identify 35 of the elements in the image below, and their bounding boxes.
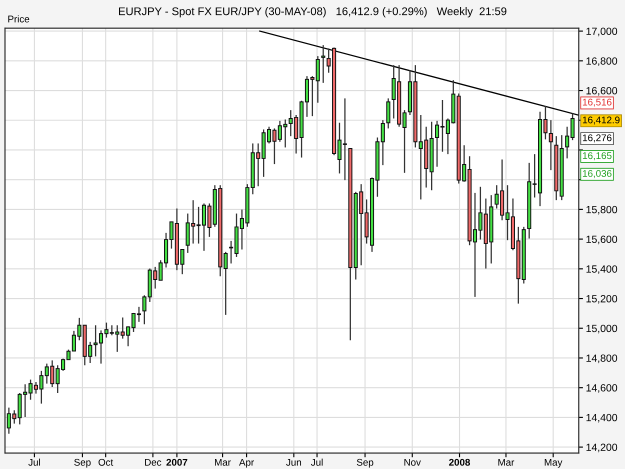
text: 16,165 [582, 152, 612, 160]
text: 16,276 [582, 134, 612, 142]
y-tick-label: 14,800 [586, 354, 618, 364]
text: 16,036 [582, 170, 612, 178]
y-tick-label: 15,200 [586, 295, 618, 304]
x-tick-label: May [544, 458, 562, 468]
x-tick-label: Oct [98, 458, 114, 466]
text: Price [8, 15, 30, 22]
x-tick-label: 2007 [166, 458, 188, 466]
text: 16,412.9 [582, 116, 620, 125]
x-tick-label: Sep [356, 458, 374, 468]
x-tick-label: Mar [215, 458, 231, 466]
x-tick-label: 2008 [449, 458, 470, 466]
chart-title: EURJPY - Spot FX EUR/JPY (30-MAY-08) 16,412.9 (+0.29%) Weekly 21:59 [119, 7, 506, 18]
y-tick-label: 14,200 [586, 444, 618, 452]
y-tick-label: 14,400 [586, 414, 618, 423]
x-tick-label: Sep [74, 458, 91, 468]
x-tick-label: Jun [286, 458, 302, 466]
y-tick-label: 16,600 [586, 87, 618, 96]
y-tick-label: 15,400 [586, 265, 618, 274]
y-tick-label: 15,000 [586, 324, 618, 334]
x-tick-label: Mar [498, 458, 514, 466]
y-tick-label: 15,800 [586, 206, 618, 215]
x-tick-label: Dec [145, 458, 162, 466]
x-tick-label: Jul [310, 458, 323, 466]
y-tick-label: 17,000 [586, 28, 618, 36]
x-tick-label: Jul [28, 458, 40, 466]
x-tick-label: Nov [404, 458, 421, 466]
text: 16,516 [582, 98, 612, 107]
y-tick-label: 14,600 [586, 384, 618, 393]
x-tick-label: Apr [239, 458, 254, 468]
candlestick [548, 119, 553, 171]
candlestick [321, 44, 326, 84]
y-tick-label: 16,800 [586, 57, 618, 66]
y-tick-label: 15,600 [586, 236, 618, 244]
